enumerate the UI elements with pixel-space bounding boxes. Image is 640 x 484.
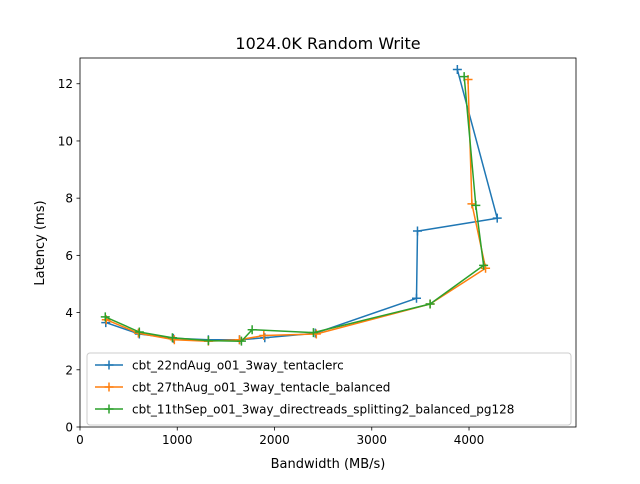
data-point bbox=[203, 336, 213, 346]
chart-title: 1024.0K Random Write bbox=[235, 34, 420, 53]
y-tick-label: 8 bbox=[65, 192, 73, 206]
data-point bbox=[412, 293, 422, 303]
data-point bbox=[100, 312, 110, 322]
data-point bbox=[452, 64, 462, 74]
data-point bbox=[259, 330, 269, 340]
data-point bbox=[425, 299, 435, 309]
x-tick-label: 0 bbox=[76, 433, 84, 447]
data-point bbox=[492, 213, 502, 223]
data-point bbox=[308, 328, 318, 338]
series-3 bbox=[100, 72, 489, 346]
y-tick-label: 4 bbox=[65, 306, 73, 320]
legend-entry: cbt_22ndAug_o01_3way_tentaclerc bbox=[95, 359, 344, 373]
y-tick-label: 2 bbox=[65, 363, 73, 377]
y-tick-label: 10 bbox=[58, 134, 73, 148]
x-tick-label: 3000 bbox=[356, 433, 387, 447]
legend-label: cbt_11thSep_o01_3way_directreads_splitti… bbox=[132, 403, 514, 417]
axes-frame bbox=[79, 57, 577, 428]
data-point bbox=[167, 333, 177, 343]
data-point bbox=[471, 200, 481, 210]
data-point bbox=[169, 335, 179, 345]
data-point bbox=[247, 325, 257, 335]
x-axis-label: Bandwidth (MB/s) bbox=[271, 457, 386, 472]
plot-area: 0 1000 2000 3000 4000 0 2 4 6 8 10 12 bbox=[58, 57, 577, 447]
data-point bbox=[479, 260, 489, 270]
legend: cbt_22ndAug_o01_3way_tentaclerc cbt_27thA… bbox=[86, 352, 572, 426]
legend-entry: cbt_27thAug_o01_3way_tentacle_balanced bbox=[95, 381, 390, 395]
data-point bbox=[459, 72, 469, 82]
y-tick-label: 0 bbox=[65, 421, 73, 435]
legend-box bbox=[86, 352, 572, 426]
legend-entry: cbt_11thSep_o01_3way_directreads_splitti… bbox=[95, 403, 514, 417]
data-point bbox=[133, 328, 143, 338]
x-tick-label: 4000 bbox=[454, 433, 485, 447]
legend-swatch-marker bbox=[104, 382, 114, 392]
data-point bbox=[412, 226, 422, 236]
legend-swatch-marker bbox=[104, 360, 114, 370]
y-tick-label: 6 bbox=[65, 249, 73, 263]
legend-label: cbt_22ndAug_o01_3way_tentaclerc bbox=[132, 359, 344, 373]
x-tick-label: 1000 bbox=[162, 433, 193, 447]
legend-swatch-marker bbox=[104, 404, 114, 414]
data-point bbox=[134, 327, 144, 337]
y-axis-label: Latency (ms) bbox=[33, 200, 48, 285]
data-point bbox=[236, 336, 246, 346]
y-tick-label: 12 bbox=[58, 77, 73, 91]
x-tick-label: 2000 bbox=[259, 433, 290, 447]
legend-label: cbt_27thAug_o01_3way_tentacle_balanced bbox=[132, 381, 390, 395]
